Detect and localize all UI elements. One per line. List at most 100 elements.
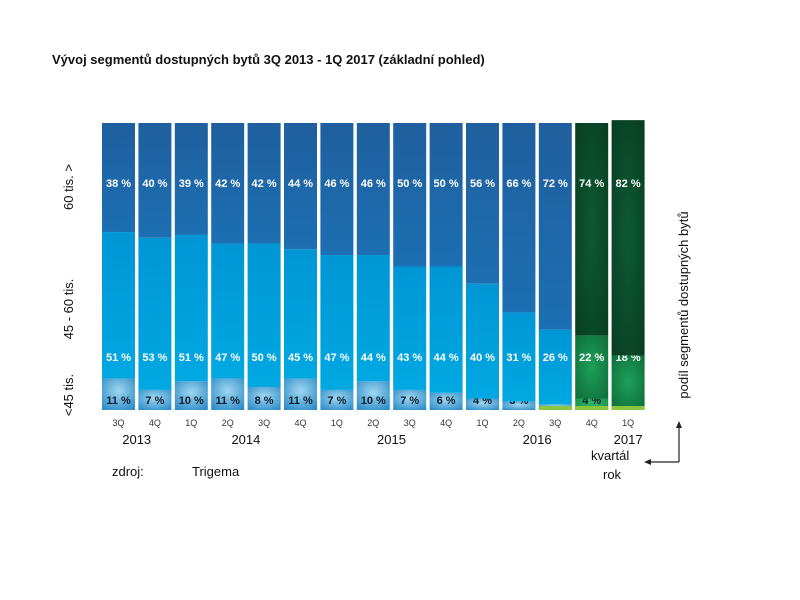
data-label-high-14: 74 % bbox=[579, 178, 604, 190]
data-label-low-10: 6 % bbox=[437, 395, 456, 407]
bar-high-1 bbox=[102, 123, 135, 233]
quarter-tick-11: 1Q bbox=[476, 418, 488, 428]
year-label-2016: 2016 bbox=[523, 432, 552, 447]
data-label-low-4: 11 % bbox=[215, 395, 240, 407]
data-label-mid-9: 43 % bbox=[397, 352, 422, 364]
bar-high-15 bbox=[611, 120, 645, 356]
quarter-tick-5: 3Q bbox=[258, 418, 270, 428]
bar-mid-6 bbox=[284, 249, 317, 379]
bar-base-strip-14 bbox=[575, 406, 609, 410]
data-label-mid-5: 50 % bbox=[252, 352, 277, 364]
data-label-mid-7: 47 % bbox=[324, 352, 349, 364]
bar-high-8 bbox=[356, 123, 390, 256]
year-label-2013: 2013 bbox=[122, 432, 151, 447]
bar-high-3 bbox=[174, 123, 208, 235]
bar-low-10 bbox=[429, 392, 463, 410]
bar-low-8 bbox=[356, 381, 390, 410]
bar-low-2 bbox=[138, 389, 172, 410]
data-label-low-8: 10 % bbox=[361, 395, 386, 407]
bar-low-1 bbox=[102, 378, 135, 410]
bar-high-4 bbox=[211, 123, 245, 244]
data-label-low-3: 10 % bbox=[179, 395, 204, 407]
quarter-tick-12: 2Q bbox=[513, 418, 525, 428]
bar-low-11 bbox=[466, 398, 499, 410]
data-label-low-6: 11 % bbox=[288, 395, 313, 407]
bar-high-9 bbox=[393, 123, 427, 267]
data-label-low-2: 7 % bbox=[145, 395, 164, 407]
bar-mid-12 bbox=[502, 312, 536, 402]
quarter-tick-15: 1Q bbox=[622, 418, 634, 428]
bar-high-5 bbox=[247, 123, 281, 244]
data-label-high-1: 38 % bbox=[106, 178, 131, 190]
data-label-high-12: 66 % bbox=[506, 178, 531, 190]
quarter-tick-13: 3Q bbox=[549, 418, 561, 428]
data-label-high-3: 39 % bbox=[179, 178, 204, 190]
data-label-mid-3: 51 % bbox=[179, 352, 204, 364]
bar-high-6 bbox=[284, 123, 317, 250]
bar-low-14 bbox=[575, 398, 609, 410]
data-label-high-15: 82 % bbox=[616, 178, 641, 190]
bar-high-14 bbox=[575, 123, 609, 336]
bar-mid-8 bbox=[356, 255, 390, 382]
bar-mid-4 bbox=[211, 243, 245, 379]
year-label-2015: 2015 bbox=[377, 432, 406, 447]
bar-low-7 bbox=[320, 389, 354, 410]
data-label-high-9: 50 % bbox=[397, 178, 422, 190]
bar-mid-9 bbox=[393, 266, 427, 390]
year-label-2014: 2014 bbox=[231, 432, 260, 447]
bar-high-12 bbox=[502, 123, 536, 313]
quarter-tick-1: 3Q bbox=[112, 418, 124, 428]
bar-low-4 bbox=[211, 378, 245, 410]
quarter-tick-3: 1Q bbox=[185, 418, 197, 428]
data-label-high-8: 46 % bbox=[361, 178, 386, 190]
bar-high-2 bbox=[138, 123, 172, 238]
quarter-tick-2: 4Q bbox=[149, 418, 161, 428]
quarter-tick-4: 2Q bbox=[222, 418, 234, 428]
bar-mid-14 bbox=[575, 335, 609, 399]
x-axis-label-quarter: kvartál bbox=[591, 448, 630, 463]
data-label-mid-13: 26 % bbox=[543, 352, 568, 364]
bar-base-strip-15 bbox=[611, 406, 645, 410]
data-label-mid-11: 40 % bbox=[470, 352, 495, 364]
data-label-mid-4: 47 % bbox=[215, 352, 240, 364]
data-label-high-13: 72 % bbox=[543, 178, 568, 190]
quarter-tick-10: 4Q bbox=[440, 418, 452, 428]
bar-mid-13 bbox=[538, 329, 572, 405]
bar-mid-3 bbox=[174, 234, 208, 382]
bar-mid-11 bbox=[466, 283, 499, 399]
data-label-high-10: 50 % bbox=[434, 178, 459, 190]
data-label-mid-6: 45 % bbox=[288, 352, 313, 364]
bar-low-5 bbox=[247, 387, 281, 410]
bar-low-3 bbox=[174, 381, 208, 410]
data-label-mid-10: 44 % bbox=[434, 352, 459, 364]
axis-arrows bbox=[644, 421, 682, 465]
data-label-mid-2: 53 % bbox=[142, 352, 167, 364]
data-label-high-7: 46 % bbox=[324, 178, 349, 190]
bar-high-10 bbox=[429, 123, 463, 267]
bar-mid-1 bbox=[102, 232, 135, 379]
data-label-low-9: 7 % bbox=[400, 395, 419, 407]
source-label: zdroj: bbox=[112, 464, 144, 479]
quarter-tick-8: 2Q bbox=[367, 418, 379, 428]
source-value: Trigema bbox=[192, 464, 240, 479]
data-label-high-6: 44 % bbox=[288, 178, 313, 190]
quarter-tick-14: 4Q bbox=[586, 418, 598, 428]
data-label-low-5: 8 % bbox=[255, 395, 274, 407]
bar-mid-2 bbox=[138, 237, 172, 390]
quarter-tick-6: 4Q bbox=[294, 418, 306, 428]
data-label-mid-12: 31 % bbox=[506, 352, 531, 364]
bar-mid-5 bbox=[247, 243, 281, 388]
data-label-high-2: 40 % bbox=[142, 178, 167, 190]
bar-high-13 bbox=[538, 123, 572, 330]
data-label-mid-8: 44 % bbox=[361, 352, 386, 364]
data-label-high-5: 42 % bbox=[252, 178, 277, 190]
data-label-low-1: 11 % bbox=[106, 395, 131, 407]
bar-mid-15 bbox=[611, 355, 645, 408]
bar-mid-7 bbox=[320, 255, 354, 390]
bar-high-11 bbox=[466, 123, 499, 284]
data-label-high-4: 42 % bbox=[215, 178, 240, 190]
bar-low-6 bbox=[284, 378, 317, 410]
quarter-tick-9: 3Q bbox=[404, 418, 416, 428]
data-label-mid-14: 22 % bbox=[579, 352, 604, 364]
